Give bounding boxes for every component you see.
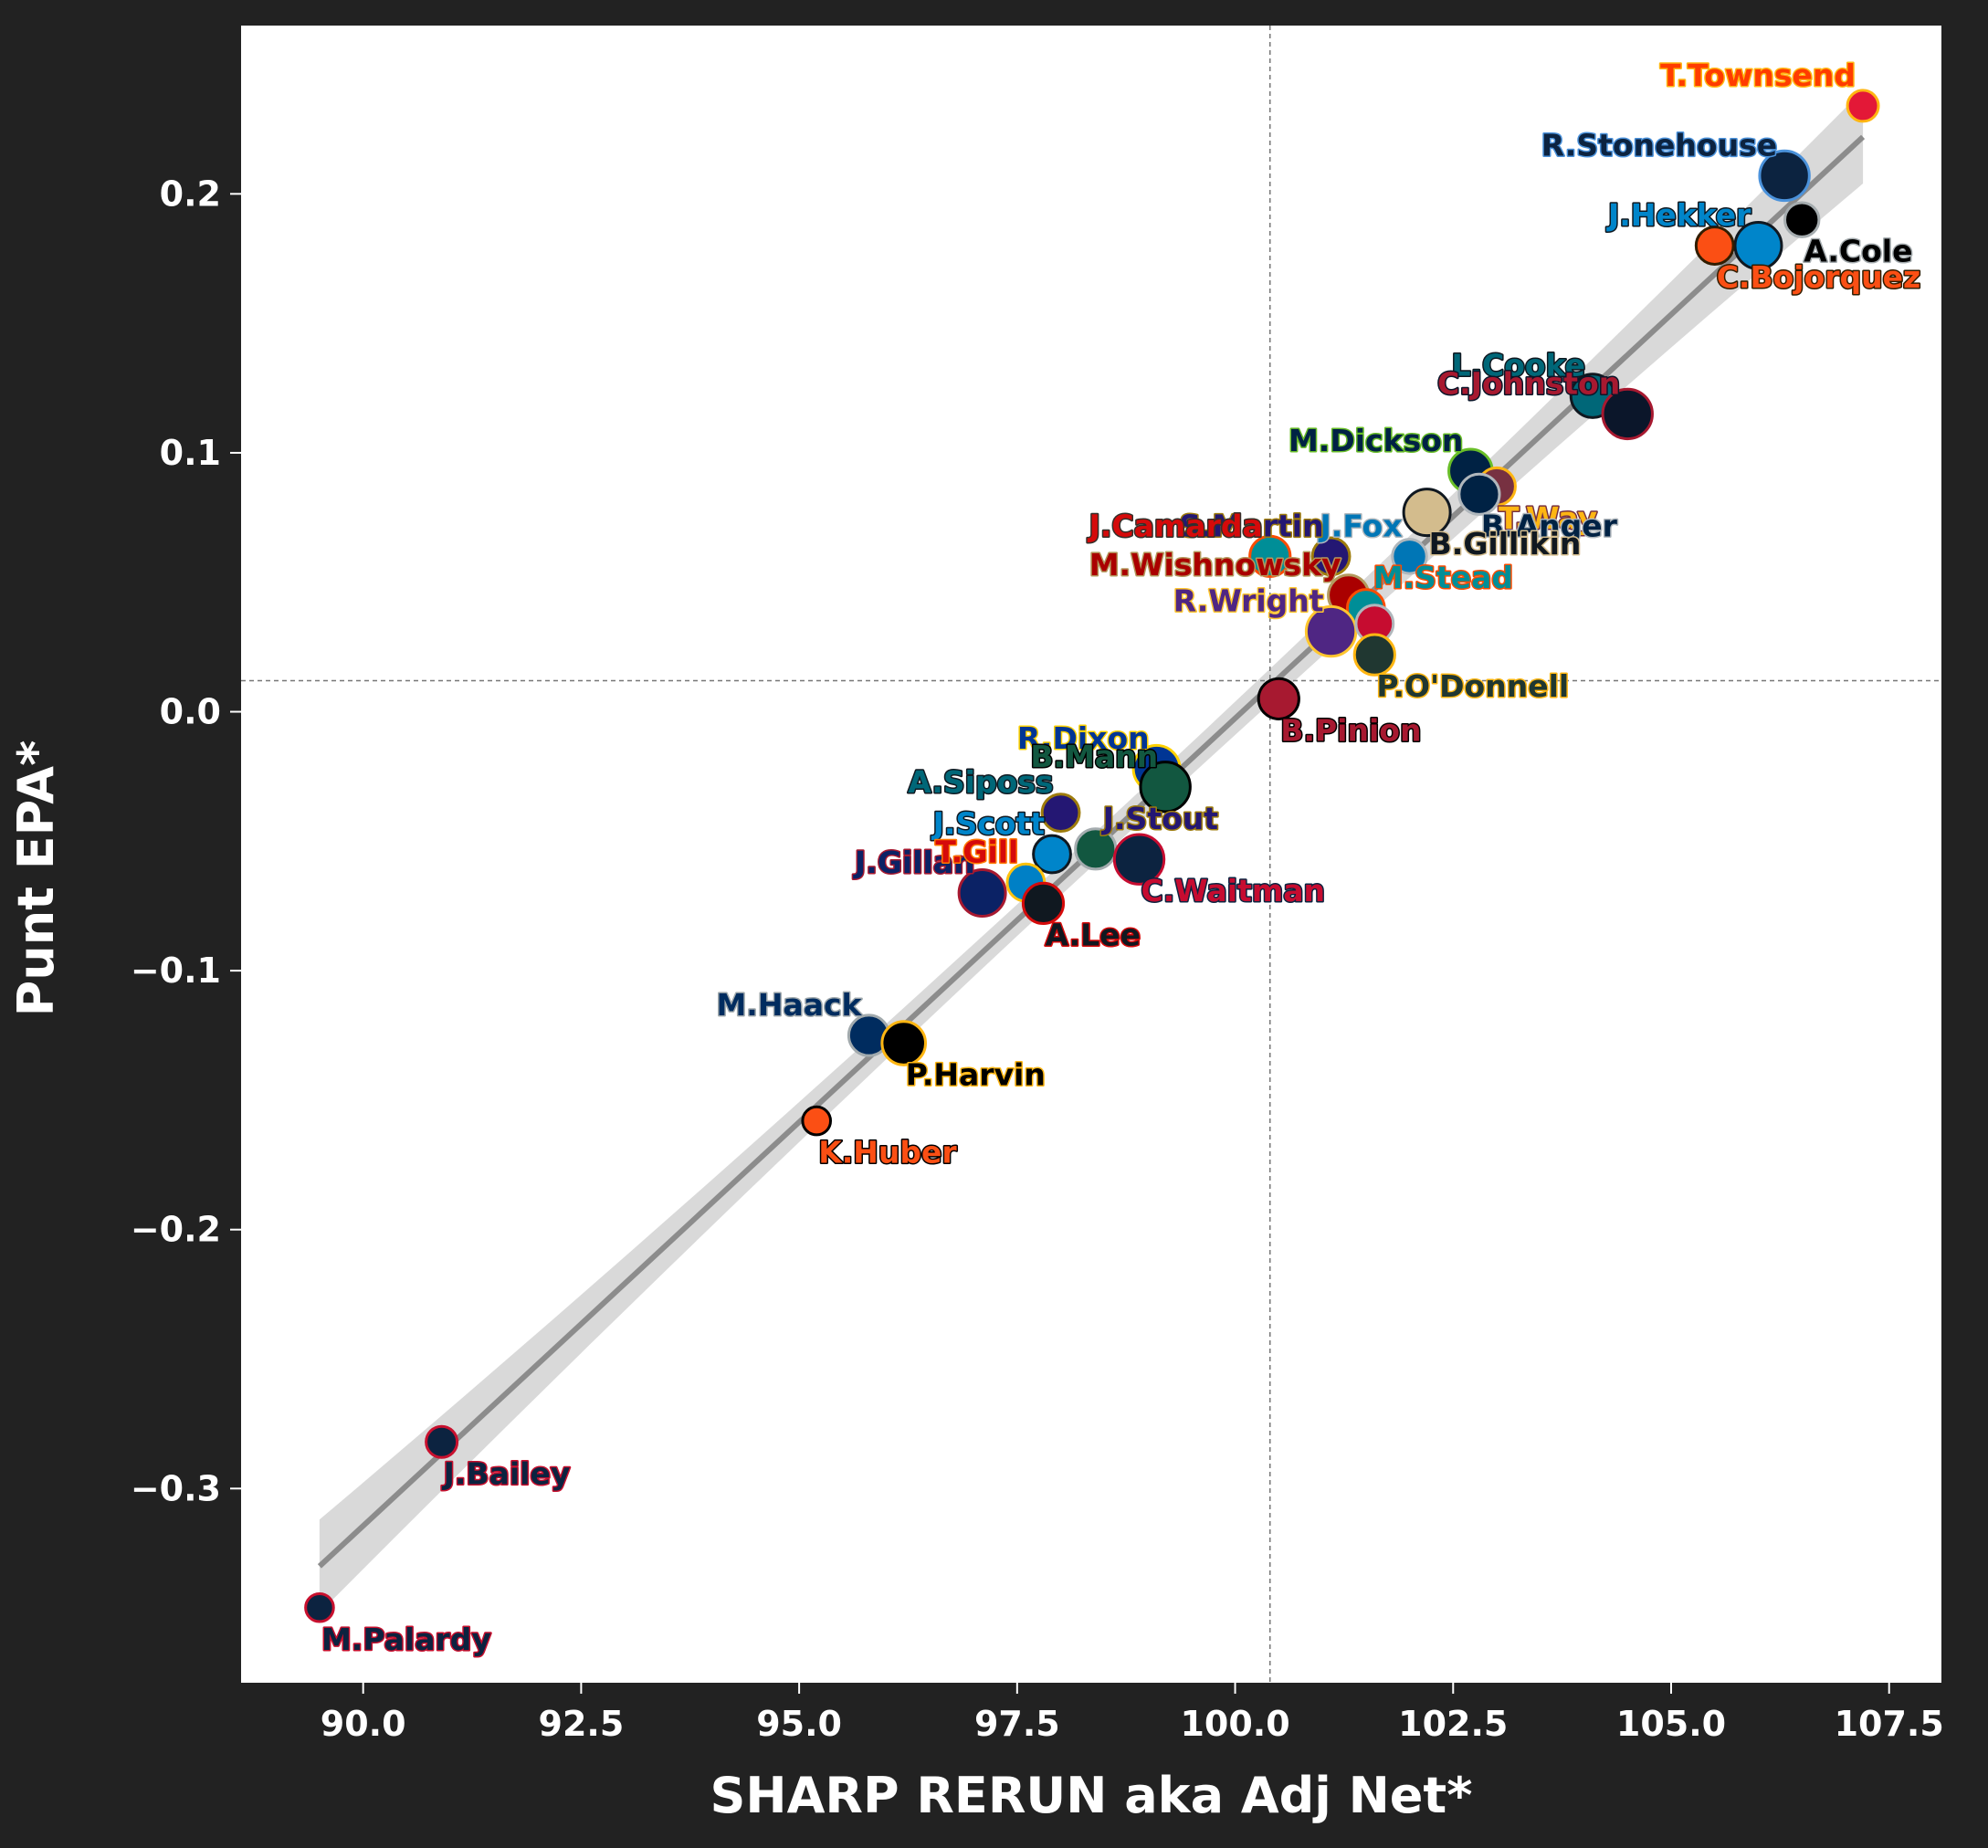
data-point xyxy=(1257,677,1300,720)
data-point xyxy=(1694,226,1735,266)
data-point xyxy=(880,1020,928,1066)
x-tick-label: 97.5 xyxy=(974,1704,1060,1744)
point-label: J.Stout xyxy=(1101,801,1219,836)
point-label: J.Camarda xyxy=(1088,508,1263,543)
point-label: T.Gill xyxy=(935,835,1018,870)
point-label: J.Gillan xyxy=(853,845,975,880)
point-label: J.Bailey xyxy=(442,1455,571,1491)
point-label: R.Stonehouse xyxy=(1541,127,1777,163)
data-point xyxy=(1304,604,1358,658)
point-label: M.Palardy xyxy=(321,1622,491,1657)
point-label: C.Bojorquez xyxy=(1717,259,1921,295)
data-point xyxy=(957,868,1007,919)
point-label: P.Harvin xyxy=(906,1057,1046,1093)
data-point xyxy=(1733,221,1783,271)
point-label: A.Siposs xyxy=(908,764,1053,800)
data-point xyxy=(1391,538,1428,575)
point-label: J.Fox xyxy=(1319,508,1403,543)
point-label: S.Martin xyxy=(1179,508,1323,543)
point-label: T.Way xyxy=(1499,500,1597,536)
point-label: P.O'Donnell xyxy=(1376,668,1569,704)
point-label: A.Cole xyxy=(1804,234,1912,269)
data-points xyxy=(304,89,1880,1623)
point-label: C.Waitman xyxy=(1141,873,1325,908)
data-point xyxy=(1846,89,1880,123)
data-point xyxy=(1601,387,1654,441)
data-point xyxy=(425,1424,459,1459)
point-label: J.Hekker xyxy=(1606,197,1751,233)
y-tick-label: 0.1 xyxy=(160,433,221,473)
data-point xyxy=(1402,488,1452,538)
mean-lines xyxy=(241,26,1941,1683)
data-point xyxy=(801,1105,833,1137)
data-point xyxy=(1783,201,1821,238)
data-point xyxy=(1352,633,1396,677)
point-label: A.Lee xyxy=(1045,917,1140,952)
x-tick-label: 100.0 xyxy=(1180,1704,1289,1744)
x-axis-title: SHARP RERUN aka Adj Net* xyxy=(710,1767,1473,1824)
point-label: R.Wright xyxy=(1173,583,1324,619)
point-label: M.Dickson xyxy=(1289,423,1463,458)
point-label: B.Mann xyxy=(1030,739,1158,774)
data-point xyxy=(304,1591,335,1623)
x-axis-ticks: 90.0 92.5 95.0 97.5 100.0 102.5 105.0 107.5 xyxy=(321,1683,1944,1744)
y-axis-title: Punt EPA* xyxy=(7,740,65,1017)
point-label: M.Haack xyxy=(716,987,862,1023)
x-tick-label: 105.0 xyxy=(1616,1704,1726,1744)
point-label: T.Townsend xyxy=(1660,58,1856,93)
data-point xyxy=(1021,881,1066,925)
y-tick-label: −0.2 xyxy=(131,1210,221,1250)
point-label: M.Stead xyxy=(1373,560,1513,595)
y-tick-label: −0.3 xyxy=(131,1468,221,1508)
y-tick-label: 0.0 xyxy=(160,692,221,732)
x-tick-label: 107.5 xyxy=(1835,1704,1944,1744)
point-label: C.Johnston xyxy=(1437,365,1620,401)
data-point xyxy=(1310,536,1352,577)
point-label: L.Cooke xyxy=(1451,348,1585,383)
x-tick-label: 102.5 xyxy=(1398,1704,1508,1744)
point-label: R.Dixon xyxy=(1017,720,1150,756)
x-tick-label: 92.5 xyxy=(539,1704,625,1744)
x-tick-label: 95.0 xyxy=(756,1704,842,1744)
y-tick-label: 0.2 xyxy=(160,173,221,214)
data-point xyxy=(1032,834,1072,875)
x-tick-label: 90.0 xyxy=(321,1704,406,1744)
data-point xyxy=(1758,149,1811,203)
point-labels: T.Townsend R.Stonehouse A.Cole J.Hekker C.Bo… xyxy=(320,56,1921,1658)
point-label: B.Gillikin xyxy=(1429,526,1582,562)
data-point xyxy=(1112,833,1166,886)
data-point xyxy=(1040,793,1081,834)
y-axis-ticks: 0.2 0.1 0.0 −0.1 −0.2 −0.3 xyxy=(131,173,241,1508)
point-label: K.Huber xyxy=(818,1135,957,1171)
data-point xyxy=(1248,534,1292,578)
point-label: B.Anger xyxy=(1481,508,1618,543)
data-point xyxy=(1139,761,1192,814)
point-label: B.Pinion xyxy=(1280,712,1421,748)
point-label: J.Scott xyxy=(931,806,1046,842)
point-label: M.Wishnowsky xyxy=(1089,547,1341,583)
data-point xyxy=(1457,472,1501,516)
y-tick-label: −0.1 xyxy=(131,950,221,991)
